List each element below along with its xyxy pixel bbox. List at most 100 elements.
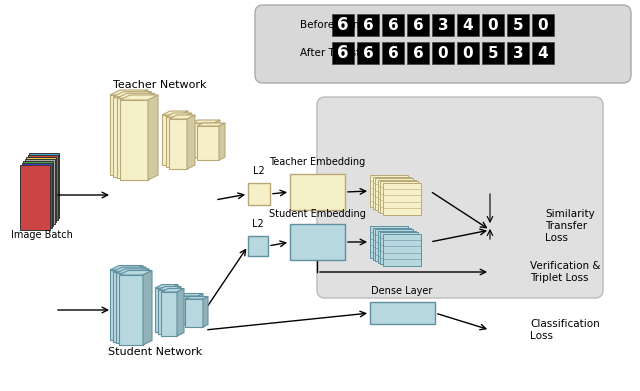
Text: 5: 5 <box>488 45 499 61</box>
Bar <box>22 163 51 228</box>
Polygon shape <box>113 91 151 97</box>
Polygon shape <box>197 123 225 126</box>
Bar <box>370 302 435 324</box>
Bar <box>383 183 420 215</box>
Bar <box>197 126 219 160</box>
Bar <box>370 226 408 258</box>
Polygon shape <box>198 294 203 324</box>
Bar <box>161 292 177 336</box>
Polygon shape <box>180 111 188 165</box>
Bar <box>457 14 479 36</box>
Text: Student Network: Student Network <box>108 347 202 357</box>
Bar <box>382 14 404 36</box>
Polygon shape <box>185 296 208 299</box>
Polygon shape <box>113 267 146 272</box>
Text: Dense Layer: Dense Layer <box>371 286 433 296</box>
Text: 6: 6 <box>413 18 424 32</box>
Bar <box>119 275 143 345</box>
Bar <box>28 155 58 220</box>
Polygon shape <box>192 120 220 123</box>
Bar <box>248 183 270 205</box>
Polygon shape <box>138 90 148 175</box>
Bar <box>372 228 410 260</box>
Text: 4: 4 <box>538 45 548 61</box>
Text: Image Batch: Image Batch <box>11 230 73 240</box>
Polygon shape <box>177 289 184 336</box>
Text: 6: 6 <box>337 16 349 34</box>
Bar <box>482 14 504 36</box>
Text: Similarity
Transfer
Loss: Similarity Transfer Loss <box>545 210 595 242</box>
Text: 6: 6 <box>413 45 424 61</box>
Text: Verification &
Triplet Loss: Verification & Triplet Loss <box>530 261 600 283</box>
Bar <box>375 229 413 261</box>
Polygon shape <box>143 271 152 345</box>
Polygon shape <box>171 285 178 332</box>
Bar <box>26 157 56 222</box>
Text: Teacher Network: Teacher Network <box>113 80 207 90</box>
Text: 3: 3 <box>513 45 524 61</box>
Text: Before Transfer: Before Transfer <box>300 20 380 30</box>
Polygon shape <box>116 93 155 98</box>
Bar <box>120 100 148 180</box>
Text: After Transfer: After Transfer <box>300 48 371 58</box>
Polygon shape <box>219 123 225 160</box>
Bar <box>113 272 137 342</box>
Bar <box>383 233 420 265</box>
Text: L2: L2 <box>253 166 265 176</box>
Bar <box>332 42 354 64</box>
Polygon shape <box>148 95 158 180</box>
Bar <box>407 42 429 64</box>
Bar <box>192 123 214 157</box>
Bar <box>432 14 454 36</box>
Polygon shape <box>184 113 191 167</box>
Polygon shape <box>141 91 151 177</box>
Polygon shape <box>161 289 184 292</box>
Polygon shape <box>187 115 195 169</box>
Polygon shape <box>155 285 178 288</box>
Bar <box>24 159 54 224</box>
Text: L2: L2 <box>252 219 264 229</box>
Bar <box>375 178 413 210</box>
Bar <box>407 14 429 36</box>
Bar <box>185 299 203 327</box>
Text: 6: 6 <box>388 18 398 32</box>
Text: 3: 3 <box>438 18 448 32</box>
Bar <box>382 42 404 64</box>
Bar <box>507 14 529 36</box>
Bar <box>23 161 53 226</box>
Text: Student Embedding: Student Embedding <box>269 209 365 219</box>
Text: 5: 5 <box>513 18 524 32</box>
Bar <box>110 270 134 340</box>
Bar <box>166 117 184 167</box>
Bar <box>290 224 345 260</box>
Bar <box>372 176 410 208</box>
Text: Classification
Loss: Classification Loss <box>530 319 600 341</box>
Text: 0: 0 <box>463 45 474 61</box>
Polygon shape <box>158 287 181 290</box>
Bar <box>29 153 59 218</box>
Polygon shape <box>119 271 152 275</box>
Polygon shape <box>137 267 146 342</box>
Polygon shape <box>203 296 208 327</box>
Bar <box>116 273 140 343</box>
Text: 6: 6 <box>363 18 373 32</box>
Polygon shape <box>162 111 188 115</box>
FancyBboxPatch shape <box>255 5 631 83</box>
Polygon shape <box>134 265 143 340</box>
Polygon shape <box>166 113 191 117</box>
Bar <box>357 42 379 64</box>
Bar <box>380 181 418 213</box>
Polygon shape <box>174 287 181 334</box>
Polygon shape <box>145 93 155 178</box>
Bar <box>248 236 268 256</box>
Bar <box>357 14 379 36</box>
Polygon shape <box>214 120 220 157</box>
Bar <box>332 14 354 36</box>
Text: 6: 6 <box>388 45 398 61</box>
Bar <box>507 42 529 64</box>
Bar <box>113 97 141 177</box>
Bar <box>155 288 171 332</box>
Bar <box>20 165 50 230</box>
Bar <box>180 296 198 324</box>
Bar <box>290 174 345 210</box>
